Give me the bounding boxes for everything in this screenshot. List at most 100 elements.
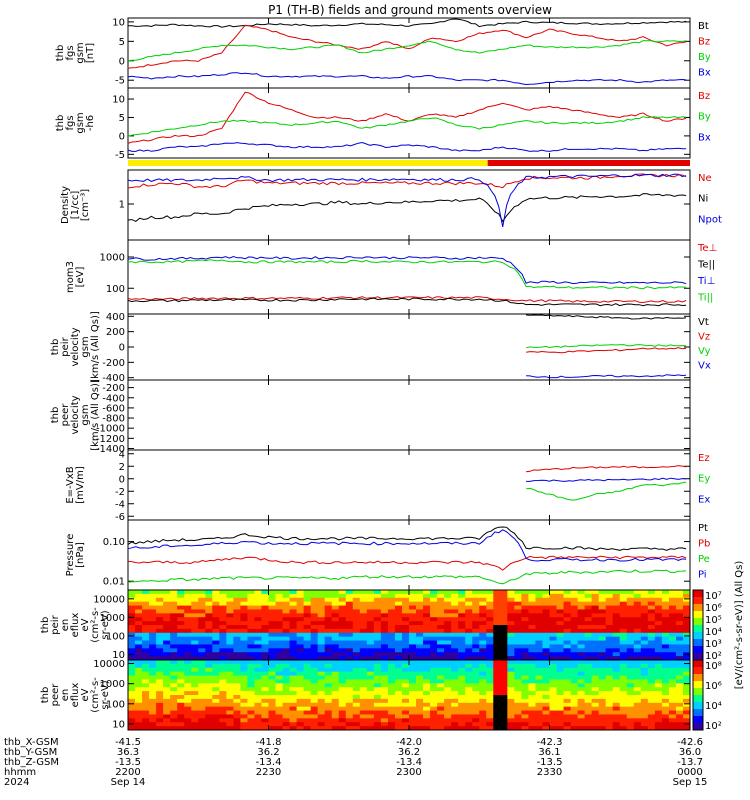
heatmap-cell xyxy=(458,617,466,622)
heatmap-cell xyxy=(380,621,389,626)
heatmap-cell xyxy=(142,702,150,708)
heatmap-cell xyxy=(668,601,677,607)
heatmap-cell xyxy=(535,722,543,727)
heatmap-cell xyxy=(647,660,656,665)
heatmap-cell xyxy=(465,621,473,626)
heatmap-cell xyxy=(556,691,565,696)
heatmap-cell xyxy=(212,679,220,684)
heatmap-cell xyxy=(170,644,178,649)
heatmap-cell xyxy=(500,617,508,622)
heatmap-cell xyxy=(198,636,206,642)
heatmap-cell xyxy=(605,687,614,692)
heatmap-cell xyxy=(507,636,515,642)
heatmap-cell xyxy=(373,617,382,622)
heatmap-cell xyxy=(570,695,579,700)
heatmap-cell xyxy=(528,687,536,692)
heatmap-cell xyxy=(184,710,192,715)
heatmap-cell xyxy=(282,597,291,603)
heatmap-cell xyxy=(500,718,508,723)
heatmap-cell xyxy=(423,593,431,599)
y-axis-label-pressure: Pressure[nPa] xyxy=(65,534,86,577)
heatmap-cell xyxy=(535,710,543,715)
heatmap-cell xyxy=(156,679,164,684)
heatmap-cell xyxy=(303,648,312,653)
heatmap-cell xyxy=(633,628,642,634)
heatmap-cell xyxy=(514,590,522,595)
heatmap-cell xyxy=(240,706,248,712)
heatmap-cell xyxy=(612,671,621,677)
y-axis-label-density: Density[1/cc][cm⁻³] xyxy=(60,186,91,224)
heatmap-cell xyxy=(226,605,234,610)
heatmap-cell xyxy=(233,698,241,704)
heatmap-cell xyxy=(486,714,494,719)
heatmap-cell xyxy=(612,706,621,712)
heatmap-cell xyxy=(584,640,593,645)
heatmap-cell xyxy=(247,687,255,692)
legend-Bx: Bx xyxy=(698,68,711,79)
heatmap-cell xyxy=(563,617,572,622)
heatmap-cell xyxy=(233,726,241,731)
heatmap-cell xyxy=(633,609,642,614)
heatmap-cell xyxy=(317,683,326,688)
heatmap-cell xyxy=(366,679,375,684)
heatmap-cell xyxy=(331,675,340,680)
legend-Pt: Pt xyxy=(698,523,708,534)
heatmap-cell xyxy=(654,605,663,610)
heatmap-cell xyxy=(275,687,284,692)
heatmap-cell xyxy=(135,702,143,708)
heatmap-cell xyxy=(289,621,298,626)
heatmap-cell xyxy=(366,691,375,696)
heatmap-cell xyxy=(212,695,220,700)
heatmap-cell xyxy=(142,706,150,712)
heatmap-cell xyxy=(486,601,494,607)
heatmap-cell xyxy=(668,679,677,684)
heatmap-cell xyxy=(254,613,262,618)
heatmap-cell xyxy=(507,601,515,607)
heatmap-cell xyxy=(521,652,529,657)
heatmap-cell xyxy=(444,621,452,626)
heatmap-cell xyxy=(661,640,670,645)
heatmap-cell xyxy=(373,644,382,649)
heatmap-cell xyxy=(359,698,368,704)
heatmap-cell xyxy=(430,660,438,665)
heatmap-cell xyxy=(156,644,164,649)
heatmap-cell xyxy=(373,663,382,669)
heatmap-cell xyxy=(528,663,536,669)
heatmap-cell xyxy=(240,621,248,626)
heatmap-cell xyxy=(401,597,410,603)
heatmap-cell xyxy=(458,590,466,595)
heatmap-cell xyxy=(654,625,663,630)
heatmap-cell xyxy=(528,683,536,688)
heatmap-cell xyxy=(486,628,494,634)
heatmap-cell xyxy=(661,710,670,715)
y-tick-label: -4 xyxy=(115,499,125,510)
heatmap-cell xyxy=(205,667,213,673)
heatmap-cell xyxy=(409,652,417,657)
heatmap-cell xyxy=(416,710,424,715)
heatmap-cell xyxy=(226,675,234,680)
heatmap-cell xyxy=(394,593,403,599)
heatmap-cell xyxy=(647,617,656,622)
heatmap-cell xyxy=(380,702,389,708)
heatmap-cell xyxy=(163,605,171,610)
heatmap-cell xyxy=(352,698,361,704)
heatmap-cell xyxy=(437,636,445,642)
heatmap-cell xyxy=(219,671,227,677)
heatmap-cell xyxy=(444,695,452,700)
heatmap-cell xyxy=(598,648,607,653)
heatmap-cell xyxy=(549,621,558,626)
heatmap-cell xyxy=(394,590,403,595)
heatmap-cell xyxy=(352,660,361,665)
heatmap-cell xyxy=(563,644,572,649)
heatmap-cell xyxy=(619,679,628,684)
heatmap-cell xyxy=(444,691,452,696)
heatmap-cell xyxy=(682,679,691,684)
heatmap-cell xyxy=(268,632,277,638)
heatmap-cell xyxy=(640,726,649,731)
heatmap-cell xyxy=(661,691,670,696)
heatmap-cell xyxy=(668,722,677,727)
heatmap-cell xyxy=(640,648,649,653)
heatmap-cell xyxy=(247,714,255,719)
y-axis-label-line: (cm²-s- xyxy=(90,677,101,713)
heatmap-cell xyxy=(612,617,621,622)
